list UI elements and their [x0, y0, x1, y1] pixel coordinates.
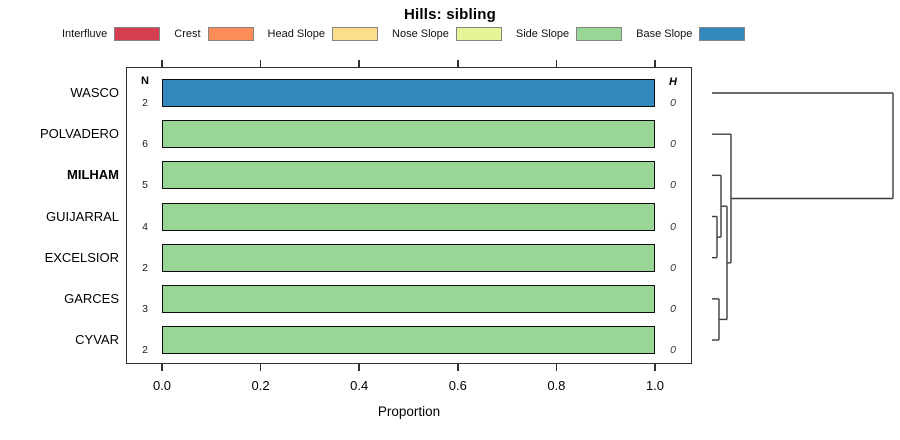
n-column-header: N	[141, 75, 149, 87]
bar-guijarral	[162, 202, 655, 231]
n-value: 6	[142, 138, 148, 151]
n-value: 4	[142, 220, 148, 233]
legend-item: Base Slope	[636, 27, 746, 41]
n-value: 2	[142, 344, 148, 357]
legend-label: Side Slope	[515, 28, 570, 40]
legend-item: Interfluve	[62, 27, 161, 41]
row-label-milham: MILHAM	[67, 167, 119, 183]
row-label-garces: GARCES	[64, 290, 119, 306]
bar-garces	[162, 284, 655, 313]
x-tick-bottom	[259, 363, 262, 371]
legend: Interfluve Crest Head Slope Nose Slope Side …	[62, 26, 746, 42]
h-value: 0	[670, 302, 676, 315]
legend-swatch	[207, 27, 254, 41]
bar-milham	[162, 161, 655, 190]
legend-swatch	[332, 27, 379, 41]
x-tick-bottom	[358, 363, 360, 371]
x-tick-top	[358, 60, 360, 68]
legend-swatch	[576, 27, 623, 41]
h-column-header: H	[669, 76, 677, 88]
legend-label: Nose Slope	[392, 28, 449, 40]
x-tick-bottom	[457, 363, 459, 371]
legend-label: Crest	[174, 28, 201, 40]
legend-swatch	[455, 27, 502, 41]
legend-item: Nose Slope	[392, 27, 502, 41]
h-value: 0	[670, 179, 676, 192]
x-axis-label: Proportion	[377, 404, 441, 419]
n-value: 3	[142, 302, 148, 315]
cluster-dendrogram	[712, 92, 894, 341]
row-label-polvadero: POLVADERO	[40, 126, 119, 142]
x-tick-bottom	[161, 363, 163, 371]
legend-item: Crest	[174, 27, 254, 41]
x-tick-label: 0.4	[350, 378, 369, 393]
h-value: 0	[670, 220, 676, 233]
legend-swatch	[699, 27, 746, 41]
h-value: 0	[670, 97, 676, 109]
x-tick-bottom	[555, 363, 558, 371]
bar-wasco	[162, 79, 655, 107]
bar-excelsior	[162, 243, 655, 272]
x-tick-top	[457, 60, 459, 68]
x-tick-label: 0.8	[547, 378, 566, 393]
x-tick-label: 1.0	[645, 378, 665, 393]
x-tick-bottom	[654, 363, 656, 371]
h-value: 0	[670, 138, 676, 151]
row-label-cyvar: CYVAR	[75, 332, 119, 348]
legend-label: Base Slope	[636, 28, 693, 40]
legend-item: Side Slope	[515, 27, 623, 41]
row-label-guijarral: GUIJARRAL	[46, 208, 119, 224]
n-value: 5	[142, 179, 148, 192]
x-tick-label: 0.0	[152, 378, 172, 393]
x-tick-label: 0.2	[251, 378, 270, 393]
legend-label: Head Slope	[267, 28, 326, 40]
legend-item: Head Slope	[268, 27, 379, 41]
legend-swatch	[114, 27, 161, 41]
bar-polvadero	[162, 120, 655, 149]
h-value: 0	[670, 344, 676, 357]
x-tick-label: 0.6	[448, 378, 467, 393]
x-tick-top	[654, 60, 656, 68]
x-tick-top	[259, 60, 262, 68]
x-tick-top	[161, 60, 163, 68]
n-value: 2	[142, 261, 148, 274]
bar-cyvar	[162, 326, 655, 355]
n-value: 2	[142, 97, 148, 109]
h-value: 0	[670, 261, 676, 274]
x-tick-top	[555, 60, 558, 68]
legend-label: Interfluve	[62, 28, 108, 40]
row-label-excelsior: EXCELSIOR	[44, 249, 119, 265]
page-title: Hills: sibling	[404, 6, 496, 23]
row-label-wasco: WASCO	[70, 85, 119, 100]
